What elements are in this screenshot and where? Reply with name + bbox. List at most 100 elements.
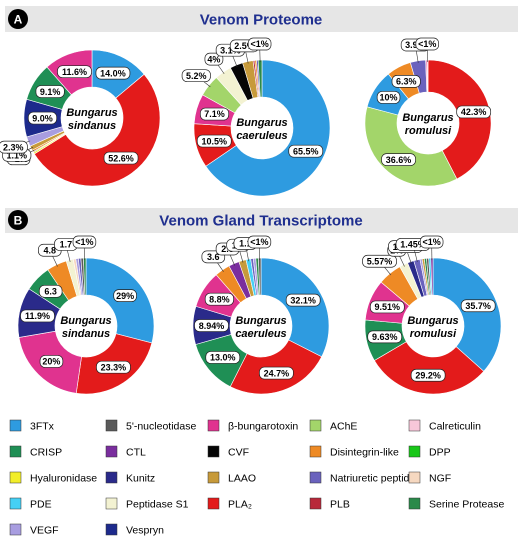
data-label-2-2: 7.1% xyxy=(204,109,225,119)
legend-label: NGF xyxy=(429,473,451,485)
data-label-3-4: 3.9% xyxy=(405,40,426,50)
section-b-title: Venom Gland Transcriptome xyxy=(159,213,362,230)
data-label-4-2-box xyxy=(39,355,64,368)
data-label-1-0-box xyxy=(95,66,131,80)
slice-3ftx xyxy=(205,59,331,197)
center-label-species: sindanus xyxy=(62,328,110,340)
data-label-4-1: 23.3% xyxy=(101,362,127,372)
data-label-5-1-box xyxy=(259,366,294,380)
section-a-badge-letter: A xyxy=(14,13,23,27)
legend-swatch xyxy=(207,497,220,510)
data-label-5-2-box xyxy=(205,351,241,364)
data-label-5-12: <1% xyxy=(250,237,268,247)
legend-swatch xyxy=(9,497,22,510)
center-label-species: sindanus xyxy=(68,120,116,132)
legend-label: PLB xyxy=(330,499,350,511)
legend-item-serine-protease: Serine Protease xyxy=(408,497,504,511)
data-label-4-4: 6.3 xyxy=(44,287,57,297)
data-label-3-2-box xyxy=(376,91,401,104)
legend-label: PDE xyxy=(30,499,52,511)
legend-item-ngf: NGF xyxy=(408,471,451,485)
legend-item-hyaluronidase: Hyaluronidase xyxy=(9,471,97,485)
section-a-badge xyxy=(8,9,28,29)
legend-swatch xyxy=(105,471,118,484)
legend-swatch xyxy=(408,419,421,432)
data-label-3-0: 42.3% xyxy=(461,107,487,117)
legend-item-laao: LAAO xyxy=(207,471,256,485)
data-label-3-6-box xyxy=(415,37,440,51)
data-label-2-1: 10.5% xyxy=(201,136,227,146)
legend-swatch xyxy=(105,419,118,432)
legend-item-3ftx: 3FTx xyxy=(9,419,55,433)
data-label-3-1-box xyxy=(381,153,416,166)
legend-label: Serine Protease xyxy=(429,499,504,511)
legend-swatch xyxy=(408,471,421,484)
donut-charts: 14.0% 52.6% <1% 1.1%2.3% 9.0% 9.1%11.6% Bungar… xyxy=(0,37,502,395)
data-label-6-4: 5.57% xyxy=(367,256,393,266)
data-label-1-1: 52.6% xyxy=(108,153,134,163)
data-label-4-4-box xyxy=(38,284,63,298)
data-label-1-5: 1.1% xyxy=(6,151,27,161)
legend-item-crisp: CRISP xyxy=(9,445,62,459)
data-label-5-4: 8.8% xyxy=(209,294,230,304)
data-label-1-1-box xyxy=(103,151,139,165)
slice-5-nucleotidase xyxy=(258,257,262,296)
legend-label: CRISP xyxy=(30,447,62,459)
legend-label: LAAO xyxy=(228,473,256,485)
slice-pla2 xyxy=(427,59,492,180)
legend-item-natriuretic-peptide: Natriuretic peptide xyxy=(309,471,415,485)
data-label-2-0: 65.5% xyxy=(293,146,319,156)
data-label-5-1: 24.7% xyxy=(264,368,290,378)
data-label-6-13-box xyxy=(419,235,444,249)
legend-label: Peptidase S1 xyxy=(126,499,189,511)
legend-item-kunitz: Kunitz xyxy=(105,471,155,485)
donut-chart-1: 14.0%52.6%<1%1.1%2.3%9.0%9.1%11.6%Bungar… xyxy=(0,49,161,187)
legend-swatch xyxy=(309,471,322,484)
data-label-6-0-box xyxy=(460,299,496,313)
data-label-5-0-box xyxy=(285,293,321,307)
data-label-3-0-box xyxy=(456,105,492,119)
legend-swatch xyxy=(9,419,22,432)
slice-ctl xyxy=(430,257,434,296)
donut-chart-6: 35.7%29.2%9.63%9.51%5.57%2%1.48%1.45%<1%… xyxy=(362,235,502,395)
data-label-4-11-box xyxy=(72,235,97,249)
data-label-4-0: 29% xyxy=(116,291,134,301)
legend-swatch xyxy=(309,497,322,510)
data-label-1-6: 2.3% xyxy=(3,142,24,152)
legend-swatch xyxy=(408,445,421,458)
legend-item-calreticulin: Calreticulin xyxy=(408,419,481,433)
legend-label: Hyaluronidase xyxy=(30,473,97,485)
data-label-3-1: 36.6% xyxy=(386,155,412,165)
data-label-5-0: 32.1% xyxy=(290,295,316,305)
data-label-3-2: 10% xyxy=(380,93,398,103)
legend-swatch xyxy=(207,445,220,458)
legend-label: 3FTx xyxy=(30,421,55,433)
legend-item-disintegrin-like: Disintegrin-like xyxy=(309,445,399,459)
legend-item-ctl: CTL xyxy=(105,445,146,459)
data-label-4-2: 20% xyxy=(42,357,60,367)
legend-swatch xyxy=(9,523,22,536)
center-label-genus: Bungarus xyxy=(407,315,458,327)
data-label-6-13: <1% xyxy=(423,237,441,247)
data-label-6-3-box xyxy=(369,300,405,314)
center-label-genus: Bungarus xyxy=(235,315,286,327)
data-label-6-1: 29.2% xyxy=(415,370,441,380)
legend-swatch xyxy=(105,497,118,510)
center-label-genus: Bungarus xyxy=(66,107,117,119)
legend-item-pde: PDE xyxy=(9,497,52,511)
data-label-4-1-box xyxy=(96,360,131,374)
legend-label: AChE xyxy=(330,421,357,433)
center-label-species: romulusi xyxy=(410,328,457,340)
data-label-5-2: 13.0% xyxy=(210,353,236,363)
legend: 3FTx 5'-nucleotidase β-bungarotoxin AChE Cal… xyxy=(9,419,504,537)
data-label-2-1-box xyxy=(196,134,232,148)
legend-label: PLA₂ xyxy=(228,499,252,511)
legend-item-vespryn: Vespryn xyxy=(105,523,164,537)
data-label-3-6: <1% xyxy=(418,39,436,49)
slice-3ftx xyxy=(260,257,330,358)
data-label-4-11: <1% xyxy=(75,237,93,247)
section-b-badge-letter: B xyxy=(14,214,23,228)
data-label-1-7: 9.0% xyxy=(32,113,53,123)
legend-item-cvf: CVF xyxy=(207,445,249,459)
